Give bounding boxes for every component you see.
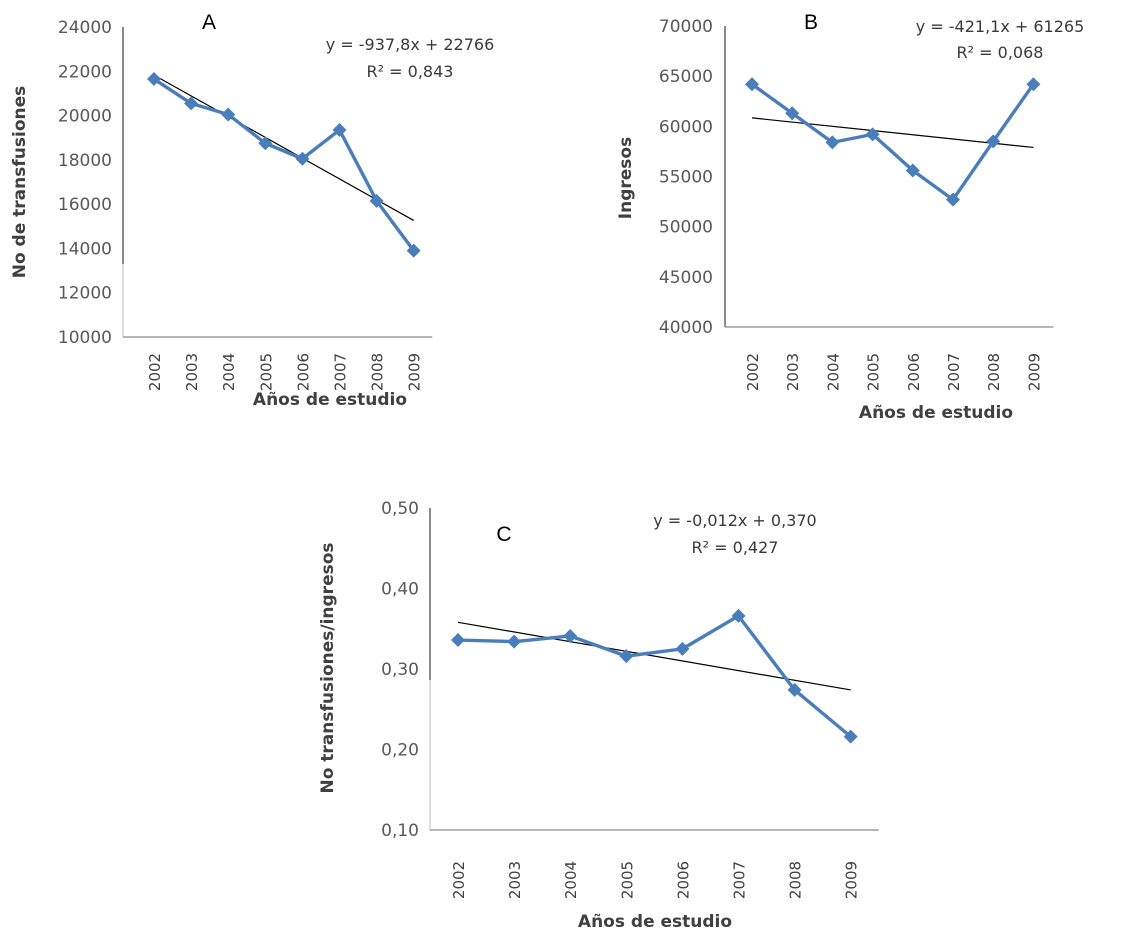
trendline [751,117,1034,149]
x-tick-label: 2004 [824,353,842,391]
y-tick-label: 14000 [58,239,112,259]
y-tick-label: 0,40 [381,580,419,600]
data-point-marker [221,107,236,122]
x-tick-label: 2006 [674,861,692,899]
x-tick-label: 2008 [985,353,1003,391]
y-tick-label: 0,10 [381,821,419,841]
data-point-marker [675,641,690,656]
series-line [751,82,1035,202]
y-tick-label: 24000 [58,18,112,38]
x-tick-label: 2007 [945,353,963,391]
chart-panel-b: 40000 45000 50000 55000 60000 65000 70000 2002 2… [616,11,1084,423]
r-squared-label: R² = 0,068 [957,43,1044,62]
data-point-marker [184,96,199,111]
chart-panel-a: 10000 12000 14000 16000 18000 20000 22000 24000… [10,11,494,410]
y-tick-label: 0,50 [381,499,419,519]
data-point-marker [563,628,578,643]
data-point-marker [147,72,161,87]
x-tick-label: 2008 [369,353,387,391]
x-tick-label: 2008 [787,861,805,899]
x-tick-label: 2003 [784,353,802,391]
y-tick-label: 10000 [58,328,112,348]
data-point-marker [986,134,1001,149]
data-point-marker [865,127,880,142]
y-tick-label: 22000 [58,62,112,82]
data-point-marker [619,649,634,664]
trendline [153,74,414,221]
trendline-equation: y = -937,8x + 22766 [326,35,495,54]
x-axis-title: Años de estudio [253,390,407,410]
panel-label: B [804,11,818,34]
y-tick-label: 12000 [58,284,112,304]
x-tick-label: 2004 [562,861,580,899]
x-tick-label: 2005 [618,861,636,899]
data-point-marker [451,633,465,648]
series-line [457,614,852,738]
r-squared-label: R² = 0,427 [692,538,779,557]
y-tick-label: 0,20 [381,741,419,761]
data-point-marker [1026,77,1041,92]
data-point-marker [787,682,802,697]
y-axis-title: No transfusiones/ingresos [318,542,338,793]
x-tick-label: 2002 [450,861,468,899]
x-tick-label: 2007 [332,353,350,391]
data-point-marker [295,151,310,166]
data-point-marker [905,163,920,178]
y-tick-label: 20000 [58,107,112,127]
x-tick-label: 2005 [865,353,883,391]
x-tick-label: 2005 [257,353,275,391]
data-point-marker [825,135,840,150]
y-tick-label: 40000 [659,318,713,338]
x-tick-label: 2007 [731,861,749,899]
y-tick-label: 70000 [659,17,713,37]
data-point-marker [843,729,858,744]
data-point-marker [731,608,746,623]
series-line [153,77,416,252]
x-tick-label: 2004 [220,353,238,391]
x-tick-label: 2002 [744,353,762,391]
y-axis-title: No de transfusiones [10,86,30,279]
r-squared-label: R² = 0,843 [367,62,454,81]
trendline [457,621,851,691]
trendline-equation: y = -421,1x + 61265 [916,17,1085,36]
data-point-marker [332,122,347,137]
data-point-marker [785,106,800,121]
y-axis-title: Ingresos [616,137,636,219]
data-point-marker [946,192,960,207]
x-axis-title: Años de estudio [859,403,1013,423]
x-tick-label: 2003 [506,861,524,899]
y-tick-label: 55000 [659,168,713,188]
data-point-marker [258,136,273,151]
y-tick-label: 45000 [659,268,713,288]
x-tick-label: 2009 [1025,353,1043,391]
chart-panel-c: 0,10 0,20 0,30 0,40 0,50 2002 2003 2004 2005 2006… [318,499,879,932]
y-tick-label: 65000 [659,67,713,87]
trendline-equation: y = -0,012x + 0,370 [653,511,816,530]
panel-label: C [496,523,511,546]
x-tick-label: 2003 [183,353,201,391]
y-tick-label: 16000 [58,195,112,215]
x-tick-label: 2009 [843,861,861,899]
x-tick-label: 2009 [406,353,424,391]
x-tick-label: 2006 [294,353,312,391]
y-tick-label: 50000 [659,218,713,238]
data-point-marker [745,77,759,92]
x-axis-title: Años de estudio [578,912,732,932]
y-tick-label: 0,30 [381,660,419,680]
y-tick-label: 60000 [659,117,713,137]
x-tick-label: 2006 [905,353,923,391]
data-point-marker [406,243,421,258]
data-point-marker [369,193,384,208]
x-tick-label: 2002 [146,353,164,391]
data-point-marker [507,634,522,649]
y-tick-label: 18000 [58,151,112,171]
panel-label: A [202,11,216,34]
